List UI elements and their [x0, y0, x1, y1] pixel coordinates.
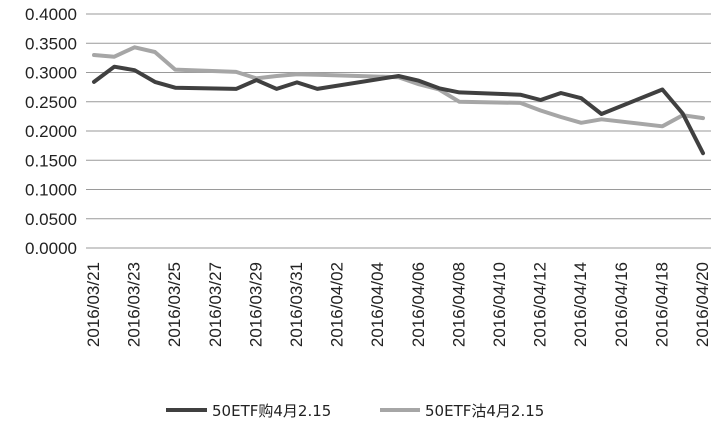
y-tick-label: 0.0500 [25, 210, 77, 229]
x-tick-label: 2016/04/08 [449, 262, 468, 347]
x-tick-label: 2016/03/21 [84, 262, 103, 347]
y-tick-label: 0.3000 [25, 64, 77, 83]
legend: 50ETF购4月2.15 50ETF沽4月2.15 [166, 402, 544, 420]
legend-label-call: 50ETF购4月2.15 [212, 402, 331, 420]
x-tick-label: 2016/03/27 [206, 262, 225, 347]
x-tick-label: 2016/03/29 [246, 262, 265, 347]
x-tick-label: 2016/04/02 [328, 262, 347, 347]
x-tick-label: 2016/04/16 [612, 262, 631, 347]
y-tick-label: 0.1500 [25, 151, 77, 170]
x-axis-ticks: 2016/03/21 2016/03/23 2016/03/25 2016/03/27… [84, 262, 712, 347]
y-axis-ticks: 0.0000 0.0500 0.1000 0.1500 0.2000 0.2500 0.30… [25, 5, 77, 258]
x-tick-label: 2016/04/04 [368, 262, 387, 347]
x-tick-label: 2016/04/20 [693, 262, 712, 347]
x-tick-label: 2016/03/31 [287, 262, 306, 347]
gridlines [86, 13, 711, 249]
y-tick-label: 0.2000 [25, 122, 77, 141]
y-tick-label: 0.1000 [25, 181, 77, 200]
legend-label-put: 50ETF沽4月2.15 [425, 402, 544, 420]
y-tick-label: 0.0000 [25, 239, 77, 258]
y-tick-label: 0.3500 [25, 34, 77, 53]
series-line-call [92, 64, 705, 156]
x-tick-label: 2016/03/23 [125, 262, 144, 347]
series-lines [92, 45, 705, 156]
x-tick-label: 2016/04/06 [409, 262, 428, 347]
y-tick-label: 0.2500 [25, 93, 77, 112]
y-tick-label: 0.4000 [25, 5, 77, 24]
x-tick-label: 2016/04/10 [490, 262, 509, 347]
x-tick-label: 2016/04/12 [531, 262, 550, 347]
x-tick-label: 2016/03/25 [165, 262, 184, 347]
x-tick-label: 2016/04/18 [652, 262, 671, 347]
series-line-put [92, 45, 705, 129]
x-tick-label: 2016/04/14 [571, 262, 590, 347]
